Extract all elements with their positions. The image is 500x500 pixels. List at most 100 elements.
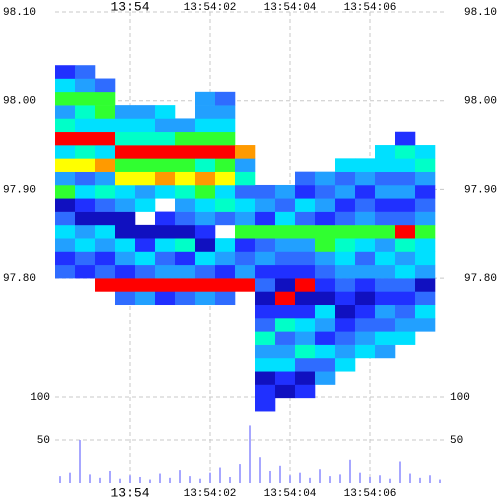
heat-cell xyxy=(315,318,336,332)
heat-cell xyxy=(375,184,396,199)
heat-cell xyxy=(275,331,296,345)
heat-cell xyxy=(115,198,136,212)
heat-cell xyxy=(335,331,356,345)
volume-bar xyxy=(59,476,61,483)
heat-cell xyxy=(175,211,196,226)
heat-cell xyxy=(355,291,376,306)
heat-cell xyxy=(235,145,256,159)
heat-cell xyxy=(195,145,216,159)
heat-cell xyxy=(295,304,316,319)
y-tick-label-right: 97.80 xyxy=(464,273,497,285)
heat-cell xyxy=(175,184,196,199)
heat-cell xyxy=(175,278,196,292)
heat-cell xyxy=(235,211,256,226)
volume-bar xyxy=(89,474,91,483)
heat-cell xyxy=(335,171,356,186)
heat-cell xyxy=(195,131,216,146)
heat-cell xyxy=(115,145,136,159)
volume-bar xyxy=(319,469,321,483)
heat-cell xyxy=(175,118,196,133)
heat-cell xyxy=(275,291,296,306)
heat-cell xyxy=(375,304,396,319)
heat-cell xyxy=(395,224,416,239)
heat-cell xyxy=(335,357,356,372)
heat-cell xyxy=(295,264,316,279)
heat-cell xyxy=(75,145,96,159)
x-tick-label-bottom: 13:54:04 xyxy=(264,488,317,500)
heat-cell xyxy=(295,357,316,372)
heat-cell xyxy=(315,291,336,306)
heat-cell xyxy=(55,131,76,146)
heat-cell xyxy=(175,238,196,252)
heat-cell xyxy=(415,304,436,319)
volume-bar xyxy=(429,475,431,483)
heat-cell xyxy=(115,184,136,199)
heat-cell xyxy=(335,238,356,252)
heat-cell xyxy=(95,211,116,226)
heat-cell xyxy=(215,211,236,226)
heat-cell xyxy=(115,264,136,279)
heat-cell xyxy=(135,105,156,119)
heat-cell xyxy=(175,251,196,266)
heat-cell xyxy=(415,158,436,172)
heat-cell xyxy=(55,251,76,266)
volume-bar xyxy=(259,457,261,483)
heat-cell xyxy=(295,384,316,399)
heat-cell xyxy=(215,238,236,252)
volume-bar xyxy=(69,472,71,483)
heat-cell xyxy=(415,251,436,266)
heat-cell xyxy=(375,291,396,306)
heat-cell xyxy=(195,291,216,306)
heat-cell xyxy=(235,264,256,279)
volume-bar xyxy=(99,477,101,483)
volume-bar xyxy=(79,440,81,483)
y-tick-label-right: 98.10 xyxy=(464,7,497,19)
x-tick-label-bottom: 13:54 xyxy=(110,485,149,500)
heat-cell xyxy=(155,131,176,146)
heat-cell xyxy=(175,264,196,279)
heat-cell xyxy=(235,198,256,212)
heat-cell xyxy=(315,331,336,345)
heat-cell xyxy=(155,105,176,119)
heat-cell xyxy=(135,291,156,306)
heat-cell xyxy=(95,224,116,239)
heat-cell xyxy=(255,251,276,266)
heat-cell xyxy=(315,211,336,226)
heat-cell xyxy=(75,91,96,106)
heat-cell xyxy=(335,291,356,306)
heat-cell xyxy=(195,224,216,239)
heat-cell xyxy=(95,131,116,146)
heat-cell xyxy=(155,238,176,252)
heat-cell xyxy=(275,357,296,372)
heat-cell xyxy=(395,158,416,172)
heat-cell xyxy=(75,198,96,212)
heat-cell xyxy=(135,264,156,279)
heat-cell xyxy=(135,145,156,159)
heat-cell xyxy=(215,105,236,119)
heat-cell xyxy=(315,171,336,186)
x-tick-label-top: 13:54:06 xyxy=(344,2,397,14)
volume-bar xyxy=(219,467,221,483)
volume-bar xyxy=(129,475,131,483)
heat-cell xyxy=(255,331,276,345)
volume-bar xyxy=(359,472,361,483)
heat-cell xyxy=(315,264,336,279)
heat-cell xyxy=(375,224,396,239)
heat-cell xyxy=(155,211,176,226)
heat-cell xyxy=(395,211,416,226)
heat-cell xyxy=(335,264,356,279)
heat-cell xyxy=(355,171,376,186)
heat-cell xyxy=(195,105,216,119)
heat-cell xyxy=(215,198,236,212)
heat-cell xyxy=(135,131,156,146)
y2-tick-label-right: 100 xyxy=(450,392,470,404)
heat-cell xyxy=(135,184,156,199)
heat-cell xyxy=(155,145,176,159)
heat-cell xyxy=(55,171,76,186)
volume-bar xyxy=(329,476,331,483)
volume-bar xyxy=(439,479,441,483)
heat-cell xyxy=(335,318,356,332)
heat-cell xyxy=(395,238,416,252)
heat-cell xyxy=(215,131,236,146)
